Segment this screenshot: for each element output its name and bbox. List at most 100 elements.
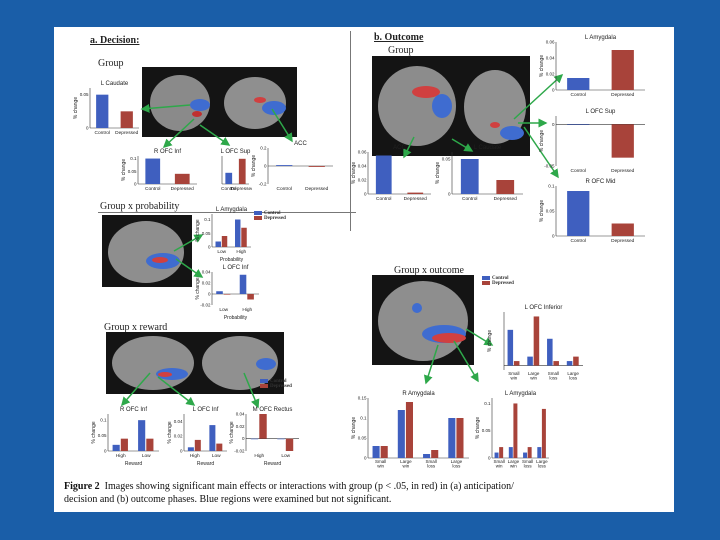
legend-reward: Control Depressed (260, 379, 292, 389)
legend-swatch-depressed (254, 216, 262, 221)
bar (259, 414, 267, 439)
chart-outcome-lofc-inferior: L OFC Inferior% change Small win Large win Sm… (486, 303, 586, 381)
x-tick-label: Depressed (611, 92, 635, 98)
legend-swatch-control (482, 276, 490, 280)
section-divider (98, 212, 356, 213)
y-tick-label: 0.02 (202, 281, 211, 286)
y-axis-label: % change (351, 162, 357, 184)
x-tick-label: Low (212, 453, 221, 459)
chart-decision-rofc-inf: R OFC Inf % change 0.1 0.05 0 Control Depresse… (120, 147, 200, 195)
arrow (465, 328, 494, 346)
bar (120, 111, 133, 128)
y-tick-label: 0.1 (100, 418, 107, 423)
y-axis-label: % change (435, 162, 441, 184)
y-tick-label: 0.05 (482, 428, 491, 433)
y-tick-label: 0.1 (548, 184, 555, 189)
y-tick-label: 0 (488, 456, 491, 461)
bar (194, 439, 201, 451)
y-axis-label: % change (487, 330, 493, 352)
x-tick-label: Large (567, 371, 579, 376)
y-axis-label: % change (91, 421, 97, 443)
bar (527, 356, 533, 366)
x-tick-label: Control (221, 186, 236, 192)
bar (611, 223, 634, 236)
y-tick-label: 0 (448, 192, 451, 197)
x-tick-label: Control (277, 186, 292, 192)
figure-caption: Figure 2 Images showing significant main… (64, 480, 664, 506)
x-tick-label: Small (425, 459, 436, 464)
arrow (199, 124, 231, 146)
arrow (523, 126, 559, 179)
y-axis-label: % change (195, 219, 201, 241)
arrow (173, 234, 204, 252)
legend-outcome: Control Depressed (482, 276, 514, 286)
x-tick-label: Depressed (611, 168, 635, 174)
y-axis-label: % change (195, 277, 201, 299)
bar (397, 410, 405, 458)
chart-svg: L OFC Sup % change 0 -0.05 Control Depressed (539, 109, 645, 174)
y-tick-label: 0 (552, 234, 555, 239)
y-tick-label: 0.02 (358, 178, 367, 183)
x-tick-label: Depressed (494, 196, 518, 202)
x-tick-label: Control (571, 92, 586, 98)
arrow (175, 258, 204, 278)
y-axis-label: % change (539, 55, 545, 77)
x-axis-label: Reward (197, 461, 214, 467)
legend-swatch-depressed (482, 281, 490, 286)
bar (547, 338, 553, 366)
x-tick-label: Control (462, 196, 477, 202)
y-tick-label: 0.05 (546, 209, 555, 214)
x-tick-label: Large (508, 459, 520, 464)
y-tick-label: 0.1 (360, 416, 367, 421)
arrow (423, 344, 439, 385)
y-tick-label: 0.02 (546, 72, 555, 77)
y-tick-label: 0 (264, 164, 267, 169)
x-tick-label: Control (376, 196, 391, 202)
chart-title: M OFC Rectus (253, 407, 293, 413)
legend-depressed-label: Depressed (492, 281, 514, 287)
chart-probability-lofc-inf: L OFC Inf % change 0.04 0.02 0 -0.02 Low High Pr… (194, 263, 262, 321)
x-tick-label: loss (452, 464, 461, 469)
y-tick-label: 0 (208, 245, 211, 250)
connector-arrows (121, 73, 564, 409)
x-axis-label: Probability (220, 257, 244, 263)
x-tick-label: loss (549, 376, 558, 381)
y-tick-label: 0 (242, 436, 245, 441)
chart-decision-lofc-sup: L OFC Sup Control Depressed (204, 147, 252, 195)
y-tick-label: 0 (104, 449, 107, 454)
caption-line-2: decision and (b) outcome phases. Blue re… (64, 494, 392, 505)
bar (553, 361, 559, 366)
bar (223, 294, 231, 295)
bar (494, 452, 499, 458)
y-tick-label: 0 (180, 449, 183, 454)
bar (460, 159, 479, 194)
legend-control-label: Control (270, 379, 287, 385)
x-tick-label: Small (375, 459, 386, 464)
chart-svg: L Amygdala% change0.10.050SmallwinLargew… (475, 391, 549, 469)
bar (611, 124, 634, 158)
chart-title: R OFC Mid (586, 179, 616, 185)
chart-outcome-ofc-sup: L OFC Sup % change 0 -0.05 Control Depressed (538, 107, 648, 177)
bar (611, 50, 634, 90)
y-tick-label: 0.05 (442, 157, 451, 162)
y-axis-label: % change (475, 417, 481, 439)
brain-image-probability (102, 215, 192, 287)
arrow (140, 103, 191, 113)
y-tick-label: 0 (552, 122, 555, 127)
arrow (453, 340, 479, 383)
y-axis-label: % change (167, 421, 173, 443)
bar (537, 447, 542, 458)
chart-decision-acc: ACC % change 0.2 0 -0.2 Control Depressed (250, 139, 336, 195)
chart-outcome-rofc-mid: R OFC Mid % change 0.1 0.05 0 Control Depresse… (538, 177, 648, 247)
y-tick-label: 0.05 (98, 433, 107, 438)
bar (112, 444, 120, 451)
bar (308, 166, 325, 167)
y-tick-label: 0.15 (358, 396, 367, 401)
chart-title: L OFC Sup (586, 109, 616, 115)
